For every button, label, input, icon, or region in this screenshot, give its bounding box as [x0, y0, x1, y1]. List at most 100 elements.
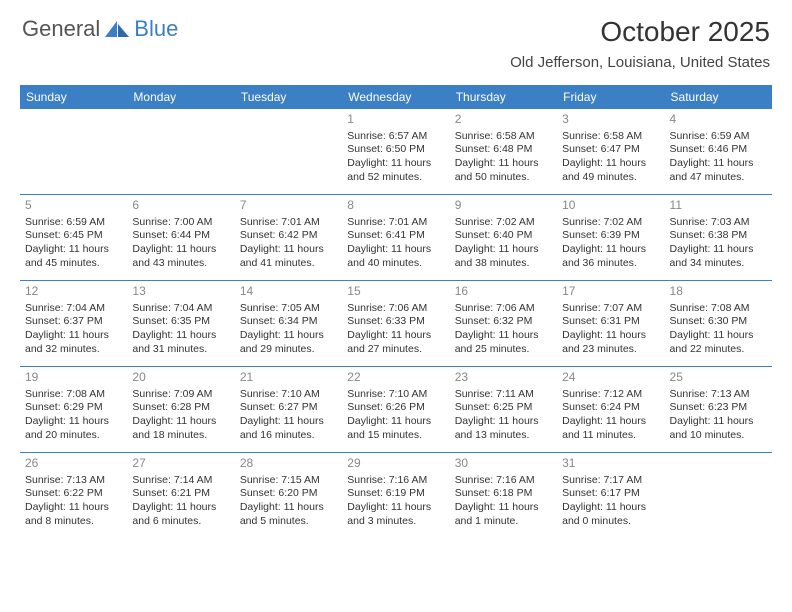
cell-sunrise: Sunrise: 7:04 AM [132, 302, 229, 316]
day-number: 27 [132, 456, 229, 472]
cell-daylight: Daylight: 11 hours and 5 minutes. [240, 501, 337, 528]
cell-sunset: Sunset: 6:24 PM [562, 401, 659, 415]
calendar-week-row: 12Sunrise: 7:04 AMSunset: 6:37 PMDayligh… [20, 281, 772, 367]
cell-sunrise: Sunrise: 7:02 AM [455, 216, 552, 230]
day-number: 21 [240, 370, 337, 386]
day-header: Wednesday [342, 86, 449, 109]
calendar-cell: 10Sunrise: 7:02 AMSunset: 6:39 PMDayligh… [557, 195, 664, 281]
calendar-cell: 2 Sunrise: 6:58 AMSunset: 6:48 PMDaylight… [450, 109, 557, 195]
calendar-cell: 15Sunrise: 7:06 AMSunset: 6:33 PMDayligh… [342, 281, 449, 367]
cell-daylight: Daylight: 11 hours and 11 minutes. [562, 415, 659, 442]
day-number: 18 [670, 284, 767, 300]
calendar-header-row: SundayMondayTuesdayWednesdayThursdayFrid… [20, 86, 772, 109]
calendar-cell: 28Sunrise: 7:15 AMSunset: 6:20 PMDayligh… [235, 453, 342, 539]
day-number: 8 [347, 198, 444, 214]
cell-daylight: Daylight: 11 hours and 20 minutes. [25, 415, 122, 442]
day-number: 3 [562, 112, 659, 128]
cell-sunrise: Sunrise: 7:10 AM [240, 388, 337, 402]
calendar-week-row: 19Sunrise: 7:08 AMSunset: 6:29 PMDayligh… [20, 367, 772, 453]
cell-sunrise: Sunrise: 7:13 AM [670, 388, 767, 402]
cell-sunrise: Sunrise: 7:01 AM [347, 216, 444, 230]
cell-sunrise: Sunrise: 7:12 AM [562, 388, 659, 402]
cell-sunset: Sunset: 6:30 PM [670, 315, 767, 329]
cell-sunrise: Sunrise: 7:11 AM [455, 388, 552, 402]
calendar-cell: 25Sunrise: 7:13 AMSunset: 6:23 PMDayligh… [665, 367, 772, 453]
calendar-cell: 23Sunrise: 7:11 AMSunset: 6:25 PMDayligh… [450, 367, 557, 453]
day-header: Saturday [665, 86, 772, 109]
cell-sunset: Sunset: 6:47 PM [562, 143, 659, 157]
calendar-cell: 12Sunrise: 7:04 AMSunset: 6:37 PMDayligh… [20, 281, 127, 367]
cell-daylight: Daylight: 11 hours and 49 minutes. [562, 157, 659, 184]
calendar-body: 1Sunrise: 6:57 AMSunset: 6:50 PMDaylight… [20, 109, 772, 539]
cell-daylight: Daylight: 11 hours and 16 minutes. [240, 415, 337, 442]
cell-sunset: Sunset: 6:37 PM [25, 315, 122, 329]
cell-daylight: Daylight: 11 hours and 40 minutes. [347, 243, 444, 270]
cell-sunset: Sunset: 6:32 PM [455, 315, 552, 329]
day-number: 14 [240, 284, 337, 300]
day-number: 17 [562, 284, 659, 300]
cell-sunset: Sunset: 6:25 PM [455, 401, 552, 415]
cell-sunset: Sunset: 6:50 PM [347, 143, 444, 157]
day-number: 23 [455, 370, 552, 386]
cell-daylight: Daylight: 11 hours and 23 minutes. [562, 329, 659, 356]
calendar-cell: 8Sunrise: 7:01 AMSunset: 6:41 PMDaylight… [342, 195, 449, 281]
cell-sunrise: Sunrise: 7:05 AM [240, 302, 337, 316]
day-number: 15 [347, 284, 444, 300]
calendar-cell: 22Sunrise: 7:10 AMSunset: 6:26 PMDayligh… [342, 367, 449, 453]
cell-sunrise: Sunrise: 6:57 AM [347, 130, 444, 144]
day-header: Sunday [20, 86, 127, 109]
cell-daylight: Daylight: 11 hours and 29 minutes. [240, 329, 337, 356]
cell-sunrise: Sunrise: 7:08 AM [25, 388, 122, 402]
cell-sunrise: Sunrise: 7:09 AM [132, 388, 229, 402]
day-number: 5 [25, 198, 122, 214]
day-number: 9 [455, 198, 552, 214]
calendar-cell: 7Sunrise: 7:01 AMSunset: 6:42 PMDaylight… [235, 195, 342, 281]
day-number: 26 [25, 456, 122, 472]
cell-daylight: Daylight: 11 hours and 45 minutes. [25, 243, 122, 270]
day-number: 20 [132, 370, 229, 386]
cell-daylight: Daylight: 11 hours and 34 minutes. [670, 243, 767, 270]
day-header: Thursday [450, 86, 557, 109]
cell-daylight: Daylight: 11 hours and 18 minutes. [132, 415, 229, 442]
cell-sunset: Sunset: 6:29 PM [25, 401, 122, 415]
cell-sunset: Sunset: 6:23 PM [670, 401, 767, 415]
cell-sunrise: Sunrise: 7:13 AM [25, 474, 122, 488]
cell-daylight: Daylight: 11 hours and 25 minutes. [455, 329, 552, 356]
calendar-cell [20, 109, 127, 195]
cell-sunset: Sunset: 6:42 PM [240, 229, 337, 243]
logo-word-1: General [22, 16, 100, 42]
cell-sunset: Sunset: 6:22 PM [25, 487, 122, 501]
calendar-cell: 5Sunrise: 6:59 AMSunset: 6:45 PMDaylight… [20, 195, 127, 281]
cell-daylight: Daylight: 11 hours and 27 minutes. [347, 329, 444, 356]
calendar-table: SundayMondayTuesdayWednesdayThursdayFrid… [20, 85, 772, 539]
cell-daylight: Daylight: 11 hours and 6 minutes. [132, 501, 229, 528]
location-text: Old Jefferson, Louisiana, United States [510, 54, 770, 71]
calendar-cell [235, 109, 342, 195]
cell-daylight: Daylight: 11 hours and 10 minutes. [670, 415, 767, 442]
page-title: October 2025 [510, 16, 770, 48]
cell-sunset: Sunset: 6:26 PM [347, 401, 444, 415]
cell-sunset: Sunset: 6:19 PM [347, 487, 444, 501]
cell-sunset: Sunset: 6:46 PM [670, 143, 767, 157]
day-number: 24 [562, 370, 659, 386]
cell-sunset: Sunset: 6:40 PM [455, 229, 552, 243]
cell-sunrise: Sunrise: 7:03 AM [670, 216, 767, 230]
cell-sunrise: Sunrise: 6:58 AM [455, 130, 552, 144]
day-number: 2 [455, 112, 552, 128]
cell-sunrise: Sunrise: 7:16 AM [455, 474, 552, 488]
calendar-cell: 6Sunrise: 7:00 AMSunset: 6:44 PMDaylight… [127, 195, 234, 281]
calendar-week-row: 26Sunrise: 7:13 AMSunset: 6:22 PMDayligh… [20, 453, 772, 539]
day-number: 22 [347, 370, 444, 386]
cell-sunrise: Sunrise: 6:59 AM [670, 130, 767, 144]
cell-daylight: Daylight: 11 hours and 50 minutes. [455, 157, 552, 184]
cell-sunrise: Sunrise: 7:15 AM [240, 474, 337, 488]
cell-sunset: Sunset: 6:44 PM [132, 229, 229, 243]
logo-sail-icon [104, 20, 130, 38]
cell-daylight: Daylight: 11 hours and 43 minutes. [132, 243, 229, 270]
cell-daylight: Daylight: 11 hours and 41 minutes. [240, 243, 337, 270]
cell-daylight: Daylight: 11 hours and 8 minutes. [25, 501, 122, 528]
cell-sunset: Sunset: 6:48 PM [455, 143, 552, 157]
day-number: 16 [455, 284, 552, 300]
logo-word-2: Blue [134, 16, 178, 42]
calendar-cell: 20Sunrise: 7:09 AMSunset: 6:28 PMDayligh… [127, 367, 234, 453]
